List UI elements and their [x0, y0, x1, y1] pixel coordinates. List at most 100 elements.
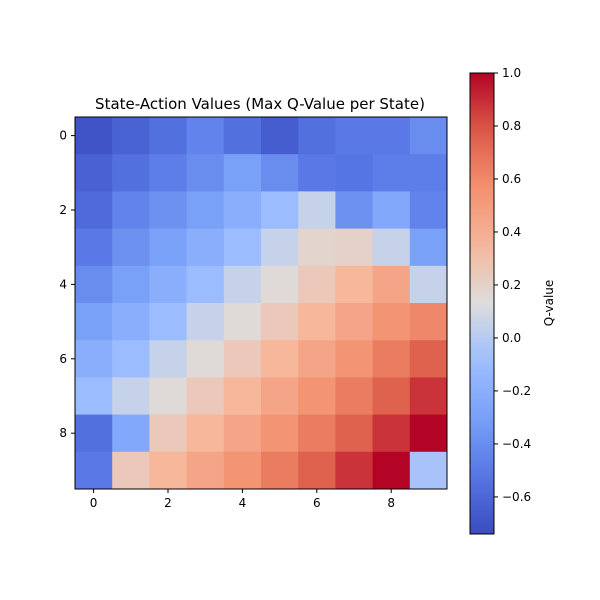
heatmap-cell	[372, 191, 411, 230]
heatmap-cell	[409, 265, 448, 304]
heatmap-cell	[112, 265, 150, 304]
heatmap-cell	[186, 117, 225, 155]
heatmap-cell	[335, 377, 374, 416]
heatmap-cell	[335, 340, 374, 378]
heatmap-cell	[261, 154, 299, 192]
heatmap-cell	[186, 377, 225, 416]
heatmap-cell	[75, 303, 113, 341]
heatmap-cell	[75, 451, 113, 490]
colorbar-tick-label: 0.6	[502, 172, 521, 186]
heatmap-cell	[335, 191, 374, 230]
heatmap-cell	[298, 303, 336, 341]
heatmap-cell	[372, 228, 411, 267]
heatmap-cell	[372, 265, 411, 304]
heatmap-cell	[335, 414, 374, 453]
heatmap-cell	[372, 303, 411, 341]
heatmap-cell	[409, 191, 448, 230]
heatmap-cell	[409, 451, 448, 490]
heatmap-cell	[186, 303, 225, 341]
heatmap-cell	[298, 265, 336, 304]
plot-frame	[74, 116, 448, 490]
colorbar-ticks: 1.0 0.8 0.6 0.4 0.2 0.0 −0.2 −0.4 −0.6	[494, 66, 531, 504]
heatmap-cell	[112, 191, 150, 230]
heatmap-cell	[298, 451, 336, 490]
colorbar-label: Q-value	[542, 280, 556, 327]
x-tick-label: 8	[387, 496, 395, 510]
heatmap-cell	[149, 117, 188, 155]
heatmap-cell	[261, 265, 299, 304]
heatmap-cell	[149, 191, 188, 230]
x-tick-label: 0	[90, 496, 98, 510]
heatmap-cell	[149, 228, 188, 267]
heatmap-cell	[112, 228, 150, 267]
heatmap-cell	[409, 414, 448, 453]
heatmap-cell	[75, 228, 113, 267]
heatmap-cell	[335, 228, 374, 267]
heatmap-cell	[298, 414, 336, 453]
heatmap-cell	[372, 117, 411, 155]
heatmap-cell	[335, 451, 374, 490]
heatmap-cell	[186, 154, 225, 192]
heatmap-cell	[409, 303, 448, 341]
x-tick-label: 2	[164, 496, 172, 510]
heatmap-cell	[149, 303, 188, 341]
x-tick-label: 4	[239, 496, 247, 510]
heatmap-cell	[186, 265, 225, 304]
y-tick-label: 0	[59, 129, 67, 143]
heatmap-cell	[223, 191, 262, 230]
heatmap-cell	[409, 154, 448, 192]
y-tick-label: 6	[59, 352, 67, 366]
colorbar	[469, 72, 495, 535]
heatmap-cell	[112, 154, 150, 192]
heatmap-cell	[186, 414, 225, 453]
heatmap-cell	[149, 451, 188, 490]
heatmap-cell	[261, 451, 299, 490]
x-axis-ticks: 0 2 4 6 8	[90, 489, 395, 510]
heatmap-cell	[223, 117, 262, 155]
heatmap-cell	[75, 117, 113, 155]
heatmap-cell	[149, 154, 188, 192]
heatmap-cell	[409, 228, 448, 267]
colorbar-tick-label: −0.4	[502, 437, 531, 451]
heatmap-cell	[186, 228, 225, 267]
x-tick-label: 6	[313, 496, 321, 510]
heatmap-cell	[223, 265, 262, 304]
heatmap-cell	[298, 228, 336, 267]
heatmap-cell	[112, 340, 150, 378]
heatmap-cell	[335, 154, 374, 192]
heatmap-cell	[261, 303, 299, 341]
heatmap-cell	[409, 117, 448, 155]
heatmap-cell	[335, 265, 374, 304]
colorbar-tick-label: 0.0	[502, 331, 521, 345]
heatmap-cell	[186, 451, 225, 490]
heatmap-cell	[335, 303, 374, 341]
heatmap-cell	[223, 228, 262, 267]
heatmap-cell	[261, 414, 299, 453]
colorbar-tick-label: −0.6	[502, 490, 531, 504]
heatmap-cell	[223, 414, 262, 453]
heatmap-cell	[261, 377, 299, 416]
y-tick-label: 8	[59, 426, 67, 440]
heatmap-cell	[223, 377, 262, 416]
heatmap-cell	[149, 340, 188, 378]
heatmap-cell	[75, 340, 113, 378]
colorbar-tick-label: 0.4	[502, 225, 521, 239]
colorbar-tick-label: −0.2	[502, 384, 531, 398]
heatmap-cell	[409, 340, 448, 378]
heatmap-cell	[112, 451, 150, 490]
heatmap-cell	[75, 265, 113, 304]
heatmap-cell	[112, 303, 150, 341]
y-axis-ticks: 0 2 4 6 8	[59, 129, 75, 440]
heatmap-cell	[372, 340, 411, 378]
heatmap-cell	[75, 414, 113, 453]
heatmap-cell	[149, 377, 188, 416]
heatmap-cell	[112, 377, 150, 416]
heatmap-cell	[335, 117, 374, 155]
heatmap-cell	[261, 340, 299, 378]
heatmap-cell	[298, 154, 336, 192]
heatmap-cell	[409, 377, 448, 416]
heatmap-cell	[298, 191, 336, 230]
heatmap-cell	[149, 265, 188, 304]
heatmap-cell	[372, 451, 411, 490]
